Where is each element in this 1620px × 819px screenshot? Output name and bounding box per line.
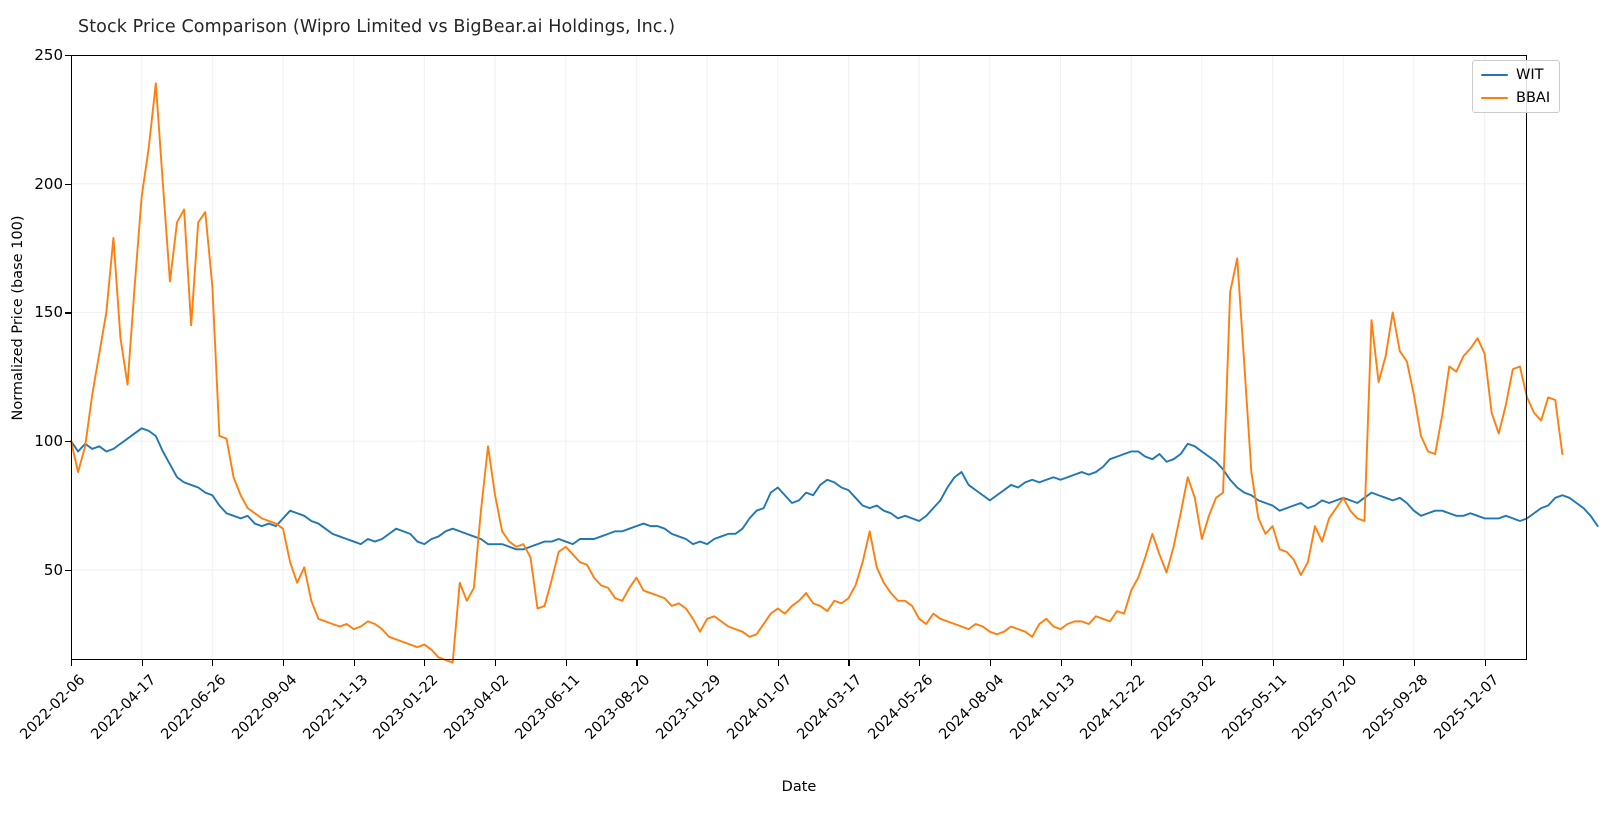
x-tick-mark	[707, 660, 709, 666]
x-tick-mark	[141, 660, 143, 666]
x-tick-mark	[919, 660, 921, 666]
x-tick-mark	[1131, 660, 1133, 666]
x-tick-mark	[848, 660, 850, 666]
x-tick-mark	[1060, 660, 1062, 666]
legend-swatch-bbai	[1481, 96, 1508, 99]
x-tick-mark	[1413, 660, 1415, 666]
y-tick-label: 250	[34, 46, 63, 64]
chart-legend[interactable]: WIT BBAI	[1472, 60, 1561, 113]
y-tick-label: 100	[34, 432, 63, 451]
x-tick-mark	[1484, 660, 1486, 666]
x-tick-mark	[1201, 660, 1203, 666]
y-tick-label: 200	[34, 174, 63, 193]
x-tick-mark	[71, 660, 73, 666]
y-tick-mark	[64, 55, 71, 57]
grid-lines	[71, 55, 1527, 660]
y-tick-mark	[64, 569, 71, 571]
x-tick-mark	[1272, 660, 1274, 666]
series-line-bbai	[70, 82, 1564, 664]
plot-area	[70, 55, 1599, 664]
x-tick-mark	[424, 660, 426, 666]
chart-title: Stock Price Comparison (Wipro Limited vs…	[78, 17, 676, 37]
x-tick-mark	[283, 660, 285, 666]
x-tick-mark	[495, 660, 497, 666]
y-tick-mark	[64, 312, 71, 314]
x-axis-label: Date	[781, 779, 817, 795]
x-tick-mark	[565, 660, 567, 666]
series-lines	[70, 82, 1599, 664]
x-tick-mark	[636, 660, 638, 666]
x-tick-mark	[1343, 660, 1345, 666]
x-tick-mark	[777, 660, 779, 666]
y-tick-mark	[64, 441, 71, 443]
legend-item-bbai[interactable]: BBAI	[1481, 89, 1551, 106]
y-tick-label: 150	[34, 303, 63, 322]
legend-item-wit[interactable]: WIT	[1481, 68, 1550, 83]
legend-label: BBAI	[1516, 89, 1551, 106]
legend-swatch-wit	[1481, 74, 1508, 77]
x-tick-mark	[989, 660, 991, 666]
x-tick-mark	[212, 660, 214, 666]
legend-label: WIT	[1516, 67, 1544, 83]
y-tick-label: 50	[43, 560, 63, 579]
y-axis-tick-labels: 50 100 150 200 250	[0, 46, 63, 660]
x-tick-mark	[353, 660, 355, 666]
y-tick-mark	[64, 183, 71, 185]
